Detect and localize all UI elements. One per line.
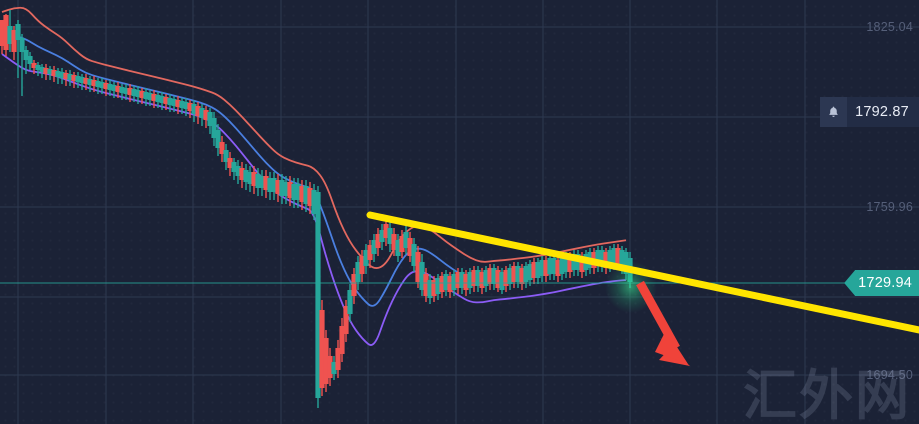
vertical-gridlines (17, 0, 806, 424)
last-price-value: 1729.94 (855, 270, 919, 296)
price-tick-3: 1694.50 (866, 368, 913, 382)
price-alert-row[interactable]: 1792.87 (820, 97, 919, 127)
upper-band-line (1, 6, 627, 269)
lower-band-line (1, 53, 627, 346)
candlestick-series[interactable] (0, 10, 633, 408)
bell-icon[interactable] (820, 97, 847, 127)
alert-price-label: 1792.87 (855, 104, 909, 120)
horizontal-gridlines (0, 26, 919, 376)
downtrend-resistance-trendline[interactable] (366, 211, 919, 334)
last-price-badge-pointer (844, 270, 856, 296)
price-tick-1: 1825.04 (866, 20, 913, 34)
price-scale[interactable]: 1825.04 1759.96 1694.50 1792.87 1729.94 (820, 0, 919, 424)
price-tick-2: 1759.96 (866, 200, 913, 214)
last-price-badge[interactable]: 1729.94 (844, 270, 919, 296)
bearish-breakdown-arrow[interactable] (636, 280, 690, 366)
